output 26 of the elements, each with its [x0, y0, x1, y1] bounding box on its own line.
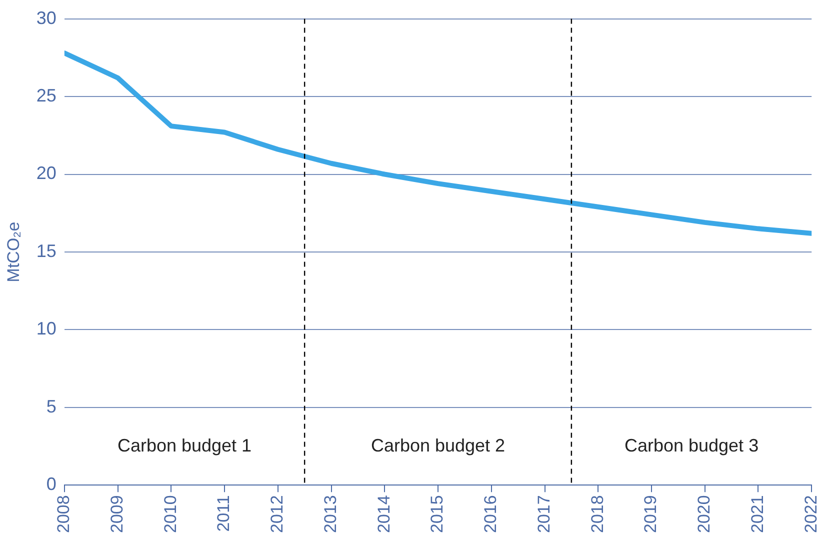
x-tick-label: 2015 [428, 495, 447, 534]
y-tick-label: 20 [36, 163, 56, 184]
y-tick-label: 0 [46, 474, 56, 494]
x-tick-label: 2010 [160, 495, 180, 534]
annotation: Carbon budget 3 [624, 435, 759, 456]
y-axis-title: MtCO₂e [4, 222, 23, 282]
x-tick-label: 2009 [107, 495, 126, 534]
y-tick-label: 15 [36, 240, 56, 261]
annotation: Carbon budget 1 [117, 435, 252, 456]
x-tick-label: 2022 [801, 495, 820, 534]
y-tick-label: 30 [36, 8, 56, 28]
x-tick-label: 2019 [641, 495, 660, 534]
y-tick-label: 5 [46, 396, 56, 416]
x-tick-label: 2012 [268, 495, 287, 534]
annotation: Carbon budget 2 [370, 435, 506, 456]
x-tick-label: 2021 [748, 495, 767, 534]
y-tick-label: 25 [36, 86, 56, 106]
x-tick-label: 2013 [320, 495, 340, 534]
y-tick-label: 10 [36, 318, 56, 339]
x-tick-label: 2018 [588, 495, 607, 534]
x-tick-label: 2017 [534, 495, 554, 534]
x-tick-label: 2020 [694, 495, 714, 534]
x-tick-label: 2014 [374, 495, 394, 534]
x-tick-label: 2008 [54, 495, 74, 534]
x-tick-label: 2011 [214, 495, 234, 532]
x-tick-label: 2016 [481, 495, 500, 534]
